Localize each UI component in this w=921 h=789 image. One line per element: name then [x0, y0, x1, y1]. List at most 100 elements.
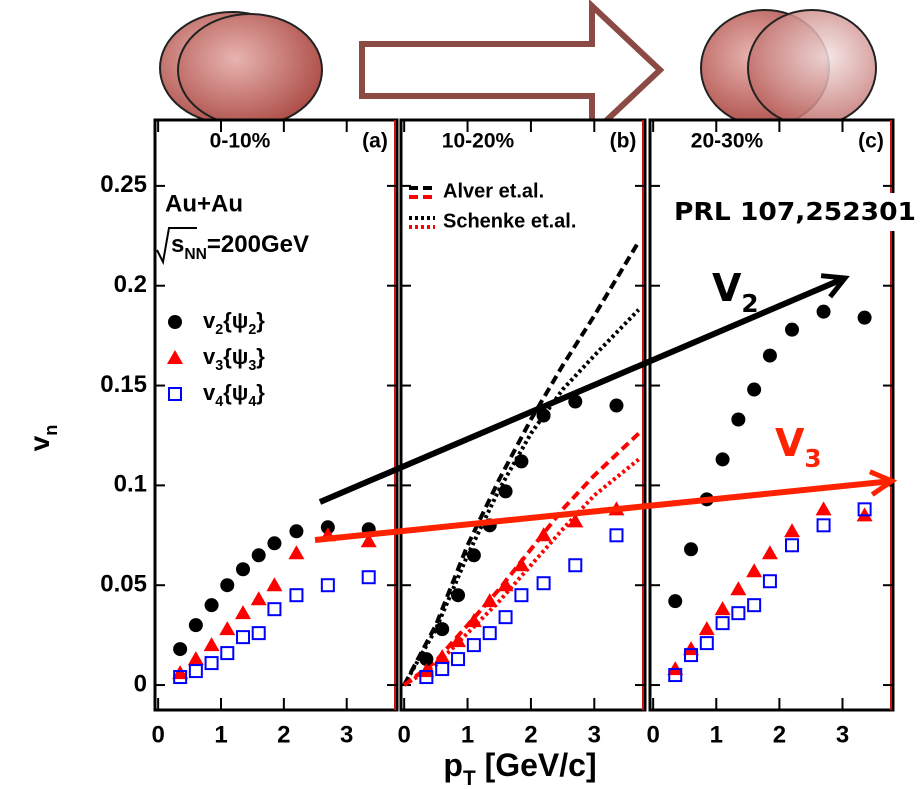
collision-energy-part: =200GeV: [207, 231, 309, 258]
marker-circle: [536, 408, 551, 423]
legend-label-part: {ψ: [223, 380, 248, 405]
marker-circle: [747, 382, 762, 397]
x-tick-label: 3: [588, 721, 601, 748]
legend-label-part: 2: [248, 322, 256, 338]
marker-square: [785, 538, 800, 553]
marker-triangle: [761, 545, 778, 560]
panel-label: (c): [858, 130, 884, 153]
marker-circle: [568, 394, 583, 409]
collision-energy-part: s: [171, 231, 184, 258]
marker-square: [715, 616, 730, 631]
x-axis-label-part: p: [443, 747, 463, 783]
legend-label: Schenke et.al.: [443, 210, 576, 232]
marker-triangle: [535, 527, 552, 542]
panel-frame: [153, 118, 399, 712]
marker-triangle: [450, 633, 467, 648]
marker-triangle: [266, 577, 283, 592]
y-axis-label: vn: [24, 425, 60, 452]
marker-triangle: [481, 593, 498, 608]
legend-marker: [168, 387, 182, 401]
x-tick-label: 3: [340, 721, 353, 748]
panel-title: 0-10%: [210, 130, 271, 153]
marker-square: [173, 670, 188, 685]
x-axis-label-part: T: [463, 767, 476, 789]
marker-triangle: [730, 581, 747, 596]
legend-label: v4{ψ4}: [203, 380, 265, 410]
legend-label: Alver et.al.: [443, 180, 544, 202]
marker-square: [267, 602, 282, 617]
marker-triangle: [815, 501, 832, 516]
marker-circle: [220, 578, 235, 593]
marker-square: [451, 652, 466, 667]
marker-triangle: [288, 545, 305, 560]
legend-marker: [167, 350, 183, 364]
marker-triangle: [235, 605, 251, 620]
marker-square: [289, 588, 304, 603]
marker-circle: [684, 542, 699, 557]
x-tick-label: 0: [151, 721, 164, 748]
reference-bg: [672, 193, 918, 231]
marker-square: [188, 664, 203, 679]
legend-label-part: 3: [215, 358, 223, 374]
reference: PRL 107,252301: [674, 197, 916, 226]
legend-label-part: v: [203, 308, 216, 333]
legend-label-part: 4: [215, 394, 223, 410]
legend-label-part: v: [203, 344, 216, 369]
collision-energy-part: NN: [184, 246, 207, 263]
x-tick-label: 2: [277, 721, 290, 748]
marker-circle: [236, 562, 250, 577]
trend-arrow-head: [820, 273, 850, 299]
marker-circle: [188, 618, 203, 633]
model-curve: [402, 308, 641, 687]
marker-triangle: [714, 601, 731, 616]
legend-label-part: {ψ: [223, 344, 248, 369]
evolution-arrow: [359, 0, 665, 141]
x-tick-label: 1: [214, 721, 227, 748]
marker-square: [466, 638, 481, 653]
y-axis-label-part: v: [24, 435, 55, 451]
y-tick-label: 0.25: [100, 171, 147, 198]
marker-circle: [419, 652, 434, 667]
marker-circle: [857, 310, 872, 325]
marker-circle: [762, 348, 777, 363]
trend-label: V3: [775, 421, 822, 473]
y-tick-label: 0.2: [114, 271, 147, 298]
collision-energy: sNN=200GeV: [171, 231, 309, 262]
marker-circle: [816, 304, 831, 319]
legend-label-part: 3: [248, 358, 256, 374]
legend-label: v3{ψ3}: [203, 344, 265, 374]
marker-square: [816, 518, 831, 533]
marker-circle: [289, 524, 304, 539]
legend-label-part: {ψ: [223, 308, 248, 333]
x-axis-label-part: [GeV/c]: [476, 747, 597, 783]
x-tick-label: 3: [836, 721, 849, 748]
marker-circle: [785, 322, 800, 337]
trend-arrow-head: [868, 469, 898, 497]
x-tick-label: 2: [773, 721, 786, 748]
marker-triangle: [746, 563, 763, 578]
marker-triangle: [784, 523, 801, 538]
y-tick-label: 0.05: [100, 571, 147, 598]
y-axis-label-part: n: [41, 425, 61, 436]
marker-square: [320, 578, 335, 593]
marker-triangle: [698, 621, 715, 636]
marker-circle: [668, 594, 683, 609]
marker-square: [747, 598, 762, 613]
marker-square: [236, 630, 250, 645]
legend-label-part: v: [203, 380, 216, 405]
marker-square: [419, 670, 434, 685]
legend-label-part: 4: [248, 394, 256, 410]
marker-square: [498, 610, 513, 625]
marker-triangle: [203, 637, 220, 652]
marker-square: [731, 606, 746, 621]
nuclei-right: [700, 9, 877, 127]
panel-label: (a): [362, 130, 388, 153]
marker-triangle: [513, 557, 530, 572]
marker-circle: [267, 536, 282, 551]
collision-system: Au+Au: [165, 190, 243, 217]
marker-circle: [204, 598, 219, 613]
legend-label-part: }: [256, 380, 265, 405]
marker-circle: [609, 398, 624, 413]
marker-circle: [715, 452, 730, 467]
